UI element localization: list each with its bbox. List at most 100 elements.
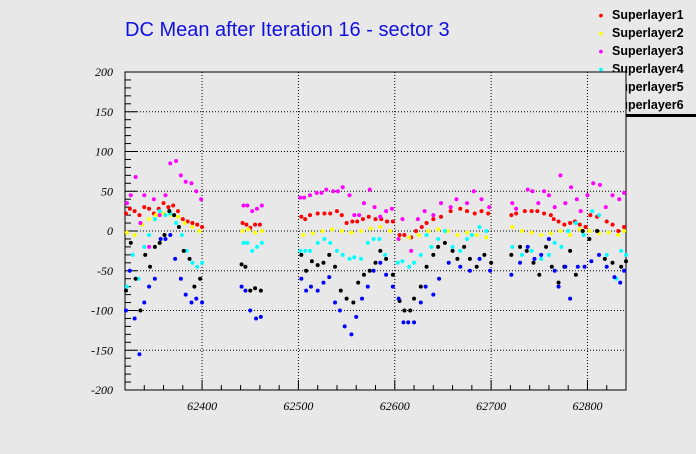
data-point-superlayer3 [389, 206, 394, 211]
data-point-superlayer6 [371, 268, 376, 273]
y-tick-label: 50 [101, 184, 113, 198]
data-point-superlayer3 [400, 217, 405, 222]
data-point-superlayer6 [183, 292, 188, 297]
data-point-superlayer1 [548, 213, 553, 218]
data-point-superlayer5 [351, 300, 356, 305]
data-point-superlayer3 [367, 187, 372, 192]
data-point-superlayer1 [339, 213, 344, 218]
data-point-superlayer2 [616, 232, 621, 237]
data-point-superlayer1 [299, 214, 304, 219]
data-point-superlayer5 [133, 276, 138, 281]
data-point-superlayer6 [360, 296, 365, 301]
data-point-superlayer4 [152, 217, 157, 222]
data-point-superlayer4 [559, 244, 564, 249]
legend-entry-superlayer2: • Superlayer2 [590, 24, 696, 42]
data-point-superlayer1 [402, 232, 407, 237]
data-point-superlayer3 [178, 173, 183, 178]
data-point-superlayer6 [158, 236, 163, 241]
data-point-superlayer6 [612, 275, 617, 280]
data-point-superlayer5 [148, 264, 153, 269]
data-point-superlayer6 [563, 264, 568, 269]
data-point-superlayer6 [178, 276, 183, 281]
data-point-superlayer5 [436, 244, 441, 249]
data-point-superlayer1 [366, 214, 371, 219]
data-point-superlayer3 [189, 181, 194, 186]
data-point-superlayer6 [604, 264, 609, 269]
data-point-superlayer4 [190, 260, 195, 265]
data-point-superlayer3 [302, 195, 307, 200]
data-point-superlayer5 [356, 280, 361, 285]
data-point-superlayer3 [396, 236, 401, 241]
data-point-superlayer5 [248, 288, 253, 293]
data-point-superlayer3 [542, 189, 547, 194]
data-point-superlayer3 [133, 174, 138, 179]
data-point-superlayer2 [175, 214, 180, 219]
data-point-superlayer6 [384, 272, 389, 277]
legend-label: Superlayer4 [612, 62, 684, 76]
data-point-superlayer3 [241, 203, 246, 208]
data-point-superlayer1 [535, 209, 540, 214]
data-point-superlayer3 [510, 201, 515, 206]
data-point-superlayer3 [254, 206, 259, 211]
data-point-superlayer4 [624, 252, 628, 257]
data-point-superlayer4 [124, 284, 129, 289]
data-point-superlayer3 [319, 190, 324, 195]
y-tick-label: 150 [95, 105, 113, 119]
data-point-superlayer1 [195, 222, 200, 227]
data-point-superlayer3 [157, 213, 162, 218]
data-point-superlayer1 [439, 214, 444, 219]
data-point-superlayer2 [587, 229, 592, 233]
data-point-superlayer2 [426, 229, 431, 233]
data-point-superlayer3 [194, 189, 199, 194]
data-point-superlayer3 [471, 189, 476, 194]
data-point-superlayer3 [378, 214, 383, 219]
data-point-superlayer5 [309, 259, 314, 264]
data-point-superlayer5 [123, 288, 128, 293]
data-point-superlayer1 [622, 225, 627, 230]
data-point-superlayer4 [307, 248, 312, 253]
data-point-superlayer6 [568, 296, 573, 301]
data-point-superlayer5 [143, 252, 148, 257]
data-point-superlayer2 [368, 226, 373, 231]
data-point-superlayer3 [591, 181, 596, 186]
data-point-superlayer3 [357, 213, 362, 218]
data-point-superlayer5 [344, 296, 349, 301]
data-point-superlayer5 [624, 259, 628, 264]
data-point-superlayer2 [339, 229, 344, 233]
data-point-superlayer1 [123, 211, 128, 216]
data-point-superlayer3 [163, 193, 168, 198]
data-point-superlayer1 [142, 205, 147, 210]
data-point-superlayer6 [342, 324, 347, 329]
data-point-superlayer5 [181, 248, 186, 253]
data-point-superlayer4 [322, 236, 327, 241]
data-point-superlayer1 [350, 219, 355, 224]
data-point-superlayer4 [510, 244, 515, 249]
data-point-superlayer2 [606, 230, 611, 235]
data-point-superlayer5 [518, 244, 523, 249]
data-point-superlayer4 [359, 256, 364, 261]
data-point-superlayer5 [568, 248, 573, 253]
data-point-superlayer3 [569, 185, 574, 190]
data-point-superlayer6 [333, 300, 338, 305]
data-point-superlayer3 [124, 201, 129, 206]
data-point-superlayer4 [407, 264, 412, 269]
data-point-superlayer1 [583, 225, 588, 230]
data-point-superlayer4 [395, 260, 400, 265]
data-point-superlayer1 [373, 217, 378, 222]
data-point-superlayer3 [552, 205, 557, 210]
data-point-superlayer6 [137, 352, 142, 357]
data-point-superlayer1 [137, 213, 142, 218]
data-point-superlayer6 [552, 268, 557, 273]
data-point-superlayer4 [147, 232, 152, 237]
data-point-superlayer5 [373, 260, 378, 265]
data-point-superlayer5 [455, 256, 460, 261]
data-point-superlayer4 [241, 240, 246, 245]
data-point-superlayer3 [174, 159, 179, 164]
y-tick-label: -200 [91, 383, 113, 397]
data-point-superlayer5 [321, 260, 326, 265]
data-point-superlayer5 [462, 244, 467, 249]
data-point-superlayer5 [509, 252, 514, 257]
data-point-superlayer3 [487, 205, 492, 210]
data-point-superlayer6 [467, 268, 472, 273]
data-point-superlayer3 [347, 193, 352, 198]
